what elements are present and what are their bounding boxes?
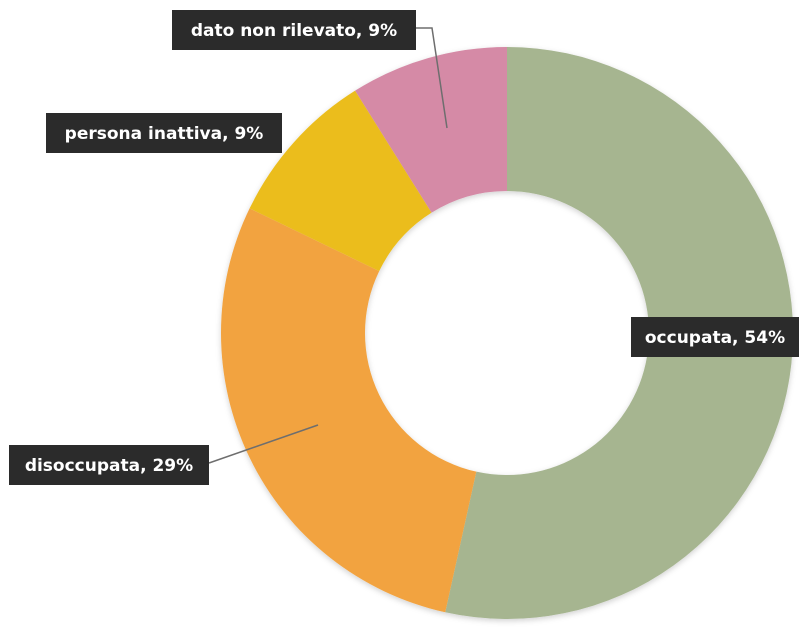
slice-persona-inattiva — [249, 90, 432, 272]
slice-label-text: occupata, 54% — [645, 328, 785, 348]
leader-lines — [208, 27, 448, 464]
leader-line-disoccupata — [208, 424, 319, 464]
slice-label-dato-non-rilevato: dato non rilevato, 9% — [172, 10, 416, 50]
slice-label-box — [46, 113, 282, 153]
slices-layer — [220, 47, 793, 619]
slice-label-disoccupata: disoccupata, 29% — [9, 445, 209, 485]
slice-label-box — [631, 317, 799, 357]
slice-label-text: dato non rilevato, 9% — [191, 21, 397, 41]
slice-label-occupata: occupata, 54% — [631, 317, 799, 357]
slice-labels: occupata, 54% disoccupata, 29% persona ina… — [9, 10, 799, 485]
slice-occupata — [445, 47, 793, 619]
slice-label-text: disoccupata, 29% — [25, 456, 193, 476]
slice-label-persona-inattiva: persona inattiva, 9% — [46, 113, 282, 153]
leader-line-dato-non-rilevato — [416, 27, 448, 129]
slice-label-text: persona inattiva, 9% — [65, 124, 264, 144]
slice-label-box — [9, 445, 209, 485]
slice-dato-non-rilevato — [355, 47, 507, 213]
slice-label-box — [172, 10, 416, 50]
slice-disoccupata — [220, 208, 477, 613]
